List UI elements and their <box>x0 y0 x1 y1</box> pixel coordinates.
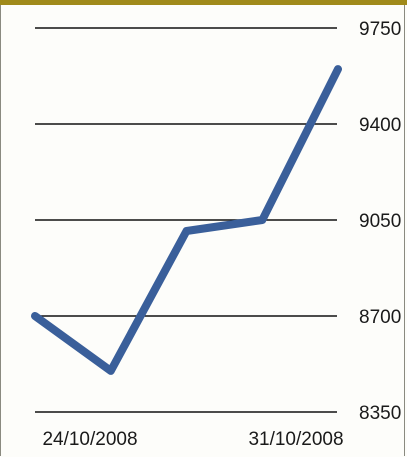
y-tick-label: 8700 <box>359 307 401 328</box>
x-tick-label: 24/10/2008 <box>42 429 137 450</box>
x-tick-label: 31/10/2008 <box>248 429 343 450</box>
y-tick-label: 9400 <box>359 115 401 136</box>
y-tick-label: 9050 <box>359 211 401 232</box>
y-tick-label: 8350 <box>359 403 401 424</box>
y-tick-label: 9750 <box>359 19 401 40</box>
top-accent-bar <box>0 0 407 5</box>
